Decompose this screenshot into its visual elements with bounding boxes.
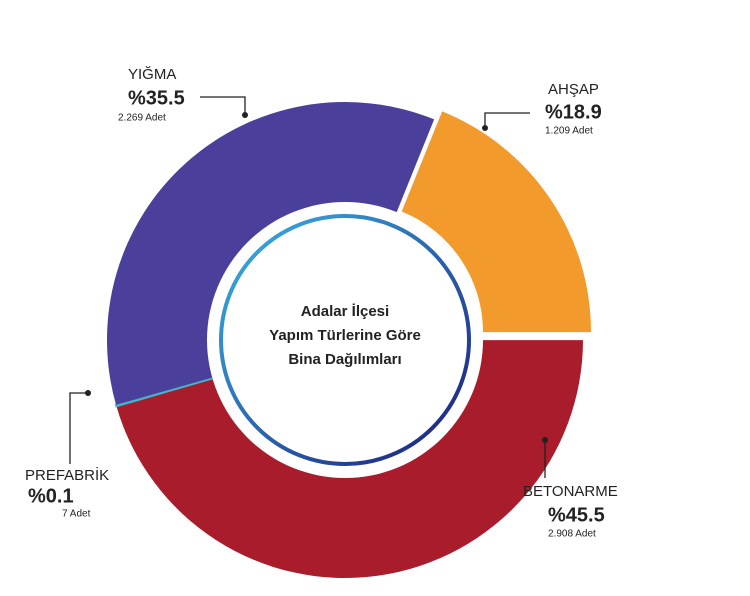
category-label: PREFABRİK <box>25 466 109 484</box>
leader-dot <box>542 437 548 443</box>
title-line: Bina Dağılımları <box>288 351 401 368</box>
center-ring <box>219 214 471 466</box>
category-label: AHŞAP <box>548 81 599 98</box>
leader-line <box>69 392 88 464</box>
leader-line <box>200 96 246 115</box>
value-label: %45.5 <box>548 504 605 526</box>
title-line: Adalar İlçesi <box>301 303 389 320</box>
leader-line <box>484 112 530 128</box>
donut-segment <box>401 111 591 333</box>
title-line: Yapım Türlerine Göre <box>269 327 421 344</box>
category-label: YIĞMA <box>128 66 176 83</box>
leader-dot <box>242 112 248 118</box>
center-disc <box>207 202 483 478</box>
value-label: %18.9 <box>545 101 602 123</box>
count-label: 1.209 Adet <box>545 126 593 137</box>
value-label: %35.5 <box>128 87 185 109</box>
category-label: BETONARME <box>523 483 618 500</box>
leader-dot <box>482 125 488 131</box>
count-label: 2.908 Adet <box>548 529 596 540</box>
count-label: 7 Adet <box>62 509 91 520</box>
leader-dot <box>85 390 91 396</box>
value-label: %0.1 <box>28 485 74 507</box>
donut-segment <box>106 102 435 405</box>
count-label: 2.269 Adet <box>118 113 166 124</box>
